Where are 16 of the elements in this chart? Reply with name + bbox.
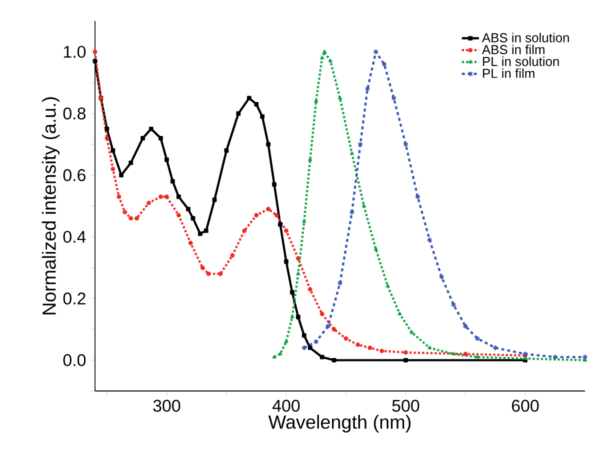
x-tick-label: 500 — [392, 400, 420, 412]
x-tick-label: 400 — [272, 400, 300, 412]
y-axis-title: Normalized intensity (a.u.) — [42, 97, 60, 314]
y-tick-label: 0.8 — [63, 108, 86, 120]
legend-label: PL in solution — [483, 56, 559, 66]
y-tick-label: 0.2 — [63, 292, 86, 304]
legend-label: ABS in solution — [482, 32, 569, 42]
y-tick-label: 0.6 — [63, 169, 86, 182]
x-tick-label: 600 — [512, 400, 539, 412]
x-tick-label: 300 — [153, 400, 180, 412]
legend-label: PL in film — [483, 68, 534, 78]
legend-label: ABS in film — [482, 44, 544, 54]
y-tick-label: 0.4 — [63, 230, 86, 243]
y-tick-label: 1.0 — [64, 46, 86, 58]
x-axis-title: Wavelength (nm) — [268, 414, 410, 432]
y-tick-label: 0.0 — [63, 354, 86, 366]
